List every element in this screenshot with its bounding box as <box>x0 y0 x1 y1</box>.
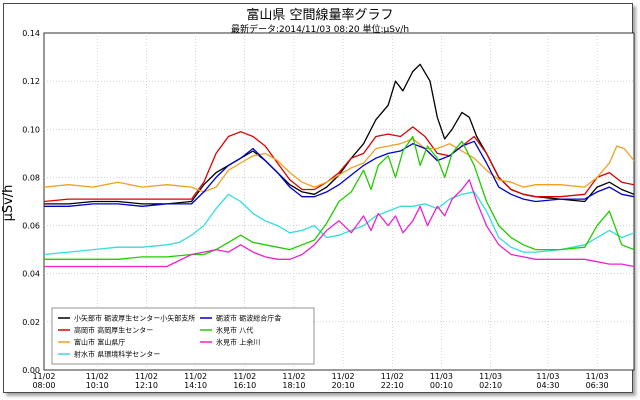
x-tick-date: 11/02 <box>32 372 55 381</box>
x-tick-time: 02:10 <box>479 381 502 390</box>
x-tick-date: 11/03 <box>586 372 609 381</box>
x-tick-date: 11/02 <box>282 372 305 381</box>
chart-subtitle: 最新データ:2014/11/03 08:20 単位:μSv/h <box>230 25 410 35</box>
series-line-3 <box>43 138 635 193</box>
y-axis-label: μSv/h <box>1 185 16 222</box>
x-tick-time: 00:10 <box>430 381 453 390</box>
y-tick-label: 0.10 <box>22 125 40 134</box>
x-tick-time: 04:30 <box>536 381 559 390</box>
x-tick-date: 11/02 <box>135 372 158 381</box>
legend-label: 小矢部市 砺波厚生センター小矢部支所 <box>74 314 195 323</box>
x-tick-date: 11/02 <box>184 372 207 381</box>
x-tick-time: 06:30 <box>586 381 609 390</box>
x-tick-time: 18:10 <box>282 381 305 390</box>
legend-label: 砺波市 砺波総合庁舎 <box>216 314 281 323</box>
x-tick-time: 14:10 <box>184 381 207 390</box>
x-tick-date: 11/02 <box>381 372 404 381</box>
legend-label: 氷見市 八代 <box>216 326 253 335</box>
x-tick-date: 11/03 <box>536 372 559 381</box>
x-tick-time: 10:10 <box>86 381 109 390</box>
y-tick-label: 0.08 <box>22 173 40 182</box>
y-tick-labels: 0.00 0.02 0.04 0.06 0.08 0.10 0.12 0.14 <box>22 29 40 375</box>
x-tick-date: 11/03 <box>430 372 453 381</box>
x-tick-time: 16:10 <box>233 381 256 390</box>
series-line-6 <box>44 135 635 260</box>
y-tick-label: 0.04 <box>22 270 40 279</box>
legend-label: 富山市 富山県庁 <box>74 338 125 347</box>
y-tick-label: 0.02 <box>22 318 40 327</box>
y-tick-label: 0.00 <box>22 366 40 375</box>
x-tick-date: 11/02 <box>332 372 355 381</box>
chart-title: 富山県 空間線量率グラフ <box>246 8 394 23</box>
y-tick-label: 0.06 <box>22 222 40 231</box>
x-tick-date: 11/02 <box>233 372 256 381</box>
series-line-4 <box>43 191 635 256</box>
x-tick-date: 11/02 <box>86 372 109 381</box>
x-tick-time: 12:10 <box>135 381 158 390</box>
x-tick-time: 22:10 <box>381 381 404 390</box>
series-lines <box>43 63 635 268</box>
series-line-7 <box>44 179 635 268</box>
y-tick-label: 0.12 <box>22 77 40 86</box>
x-tick-date: 11/03 <box>479 372 502 381</box>
x-tick-time: 20:10 <box>332 381 355 390</box>
y-tick-label: 0.14 <box>22 29 40 38</box>
legend-label: 高岡市 高岡厚生センター <box>74 326 153 335</box>
series-line-2 <box>43 126 635 203</box>
x-tick-labels: 11/0208:0011/0210:1011/0212:1011/0214:10… <box>32 372 608 390</box>
legend-label: 射水市 県環境科学センター <box>74 350 160 359</box>
series-line-5 <box>44 140 635 207</box>
legend-box <box>51 307 315 365</box>
legend-label: 氷見市 上余川 <box>216 338 260 347</box>
x-tick-time: 08:00 <box>32 381 55 390</box>
